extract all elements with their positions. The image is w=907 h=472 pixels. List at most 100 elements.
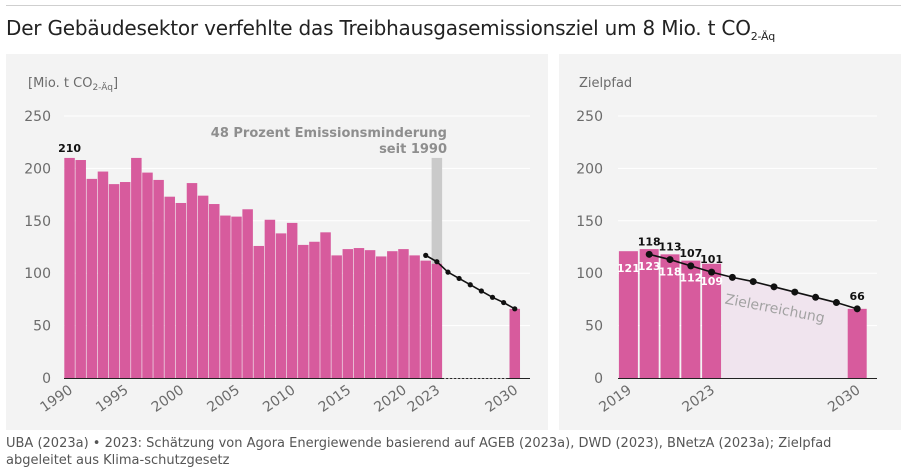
target-path-point-2023 [434, 259, 440, 265]
bar-2004 [220, 215, 231, 378]
target-path-label-2023: 101 [700, 253, 723, 266]
bar-2001 [186, 183, 198, 378]
x-tick-label: 2020 [371, 382, 409, 416]
target-path-label-2020: 118 [638, 235, 661, 248]
y-tick-label: 250 [24, 109, 51, 125]
annotation-line-2: seit 1990 [379, 142, 447, 157]
x-tick-label: 1995 [93, 382, 131, 416]
target-path-point-2022 [423, 252, 429, 258]
page-title-text: Der Gebäudesektor verfehlte das Treibhau… [6, 16, 751, 40]
target-path-point-2029 [501, 299, 507, 306]
y-tick-label: 250 [576, 109, 603, 125]
x-tick-label: 2023 [405, 382, 443, 416]
y-tick-label: 100 [576, 266, 603, 282]
bar-1996 [131, 157, 142, 378]
target-path-point-2027 [791, 288, 799, 296]
target-path-point-2028 [489, 294, 496, 300]
x-tick-label: 2015 [316, 382, 354, 416]
y-axis-unit-prefix: [Mio. t CO [28, 76, 92, 91]
bar-2016 [353, 248, 365, 378]
bar-2020 [639, 249, 659, 378]
bar-1993 [97, 171, 109, 378]
target-path-point-2023 [708, 268, 716, 276]
bar-1994 [108, 184, 120, 378]
target-path-point-2025 [456, 275, 462, 282]
y-tick-label: 50 [33, 319, 51, 335]
bar-2018 [375, 256, 387, 378]
x-tick-label: 2000 [149, 382, 187, 416]
target-path-point-2024 [728, 273, 736, 281]
x-tick-label: 2010 [260, 382, 298, 416]
bar-2013 [320, 232, 331, 378]
bar-1990 [64, 157, 75, 378]
bar-2014 [331, 255, 342, 378]
bar-value-label-2023: 109 [700, 275, 723, 288]
target-path-point-2030 [512, 306, 518, 312]
bar-2017 [364, 250, 376, 378]
target-path-point-2025 [749, 278, 757, 286]
y-tick-label: 100 [24, 266, 51, 282]
x-tick-label: 2023 [680, 382, 718, 416]
bar-1999 [164, 196, 175, 378]
target-path-point-2026 [770, 283, 778, 291]
x-tick-label: 2019 [596, 382, 634, 416]
bar-1998 [153, 179, 164, 378]
bar-2011 [298, 244, 309, 378]
bar-2009 [275, 233, 287, 378]
bar-value-label-2022: 112 [679, 272, 702, 285]
target-path-point-2029 [832, 299, 840, 307]
bar-2005 [231, 216, 242, 378]
bar-2022 [420, 260, 431, 378]
bar-value-label-2020: 123 [638, 260, 661, 273]
y-tick-label: 50 [585, 319, 603, 335]
left-chart: [Mio. t CO2-Äq] 0 50 100 150 200 250 1990 1995 20… [24, 76, 530, 416]
target-path-point-2027 [478, 288, 484, 294]
bar-2008 [264, 219, 276, 378]
bar-1997 [142, 172, 153, 378]
bar-1995 [119, 182, 131, 378]
bar-2021 [409, 255, 420, 378]
right-chart: Zielpfad050100150200250Zielerreichung201… [576, 76, 877, 416]
page-title-subscript: 2-Äq [750, 30, 775, 43]
bar-2023 [431, 263, 443, 378]
bar-2019 [618, 251, 638, 378]
bar-1991 [75, 160, 86, 378]
x-tick-label: 2030 [483, 382, 521, 416]
x-tick-label: 2030 [825, 382, 863, 416]
right-chart-title: Zielpfad [579, 76, 632, 91]
top-rule [6, 5, 901, 6]
bar-1992 [86, 178, 98, 378]
y-axis-unit-suffix: ] [113, 76, 118, 91]
target-path-point-2022 [687, 262, 695, 270]
target-path-point-2028 [812, 293, 820, 301]
reduction-bar [431, 157, 443, 264]
target-bar-2030 [847, 308, 867, 378]
y-tick-label: 0 [42, 371, 51, 387]
y-tick-label: 150 [576, 214, 603, 230]
bar-2023 [702, 263, 722, 378]
y-axis-unit-label: [Mio. t CO2-Äq] [28, 76, 118, 93]
bar-2021 [660, 254, 680, 378]
target-path-point-2021 [666, 256, 674, 264]
bar-2020 [398, 249, 409, 378]
bar-2022 [681, 260, 701, 378]
x-tick-label: 2005 [204, 382, 242, 416]
right-chart-panel: Zielpfad 0 50 100 150 200 250 Zielerreichung 201… [559, 54, 901, 430]
bar-2006 [242, 209, 253, 378]
bar-value-label-2019: 121 [617, 262, 640, 275]
target-path-label-2021: 113 [659, 241, 682, 254]
target-path-label-2022: 107 [679, 247, 702, 260]
y-tick-label: 200 [576, 161, 603, 177]
target-path-label-2030: 66 [850, 290, 866, 303]
bar-2012 [309, 241, 320, 378]
y-tick-label: 200 [24, 161, 51, 177]
target-path-point-2024 [445, 269, 451, 275]
bar-2010 [286, 222, 298, 378]
bar-value-label-2021: 118 [659, 265, 682, 278]
y-tick-label: 0 [594, 371, 603, 387]
page-title: Der Gebäudesektor verfehlte das Treibhau… [6, 16, 775, 43]
target-bar-2030 [509, 308, 521, 378]
target-path-point-2030 [853, 305, 861, 313]
data-label-1990: 210 [58, 142, 81, 155]
bar-2003 [209, 204, 220, 378]
